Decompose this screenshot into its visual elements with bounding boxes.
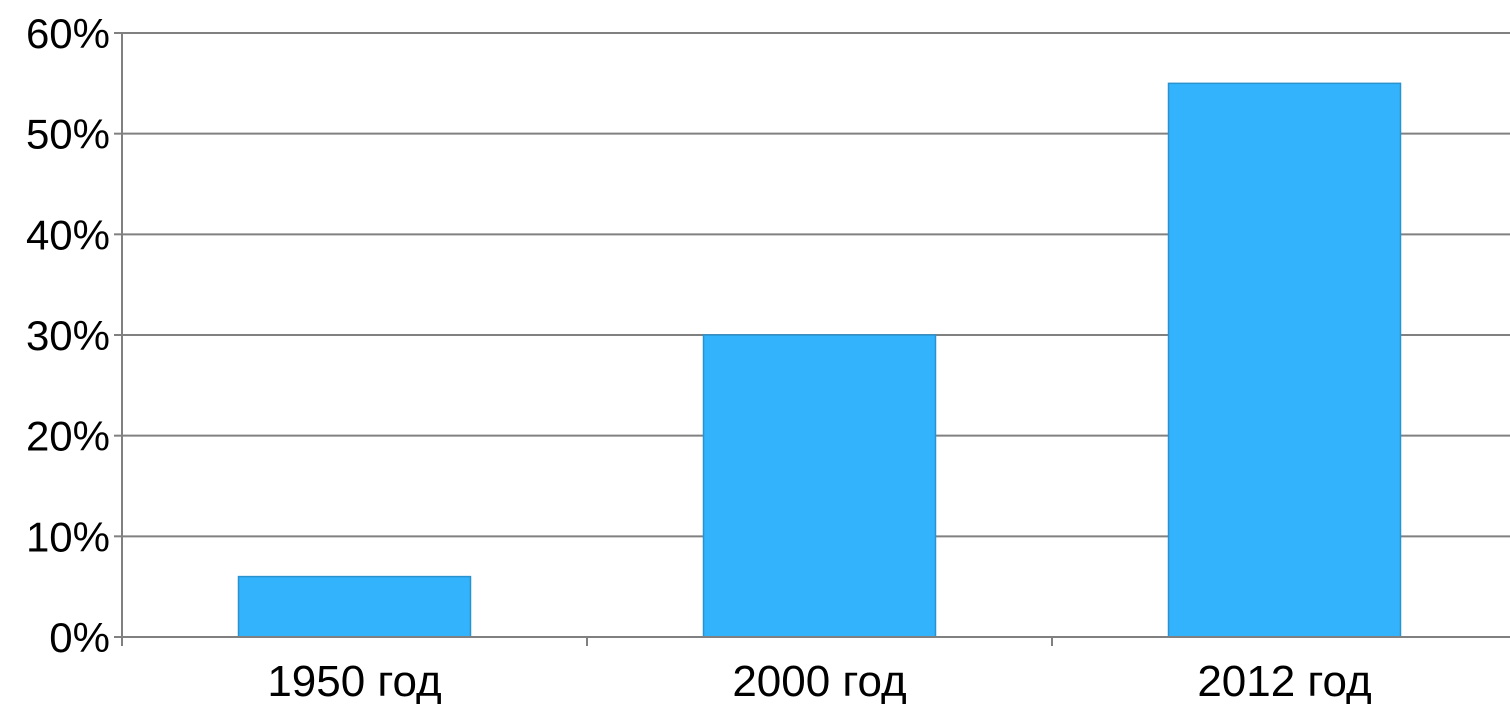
y-tick-label: 60% bbox=[26, 10, 110, 57]
bar-2012-год bbox=[1167, 82, 1402, 638]
y-tick-label: 0% bbox=[49, 614, 110, 661]
x-tick-label: 2000 год bbox=[732, 657, 906, 704]
y-tick-label: 20% bbox=[26, 413, 110, 460]
y-tick-label: 10% bbox=[26, 513, 110, 560]
x-tick-labels: 1950 год 2000 год 2012 год bbox=[267, 657, 1371, 706]
bar-1950-год bbox=[237, 575, 472, 638]
y-tick-label: 30% bbox=[26, 312, 110, 359]
y-tick-label: 50% bbox=[26, 111, 110, 158]
axes bbox=[114, 32, 1510, 646]
y-tick-label: 40% bbox=[26, 211, 110, 258]
x-tick-label: 2012 год bbox=[1197, 657, 1371, 704]
y-tick-labels: 0% 10% 20% 30% 40% 50% 60% bbox=[26, 10, 110, 661]
x-tick-label: 1950 год bbox=[267, 657, 441, 704]
bar-2000-год bbox=[702, 334, 937, 638]
bars bbox=[237, 82, 1402, 638]
